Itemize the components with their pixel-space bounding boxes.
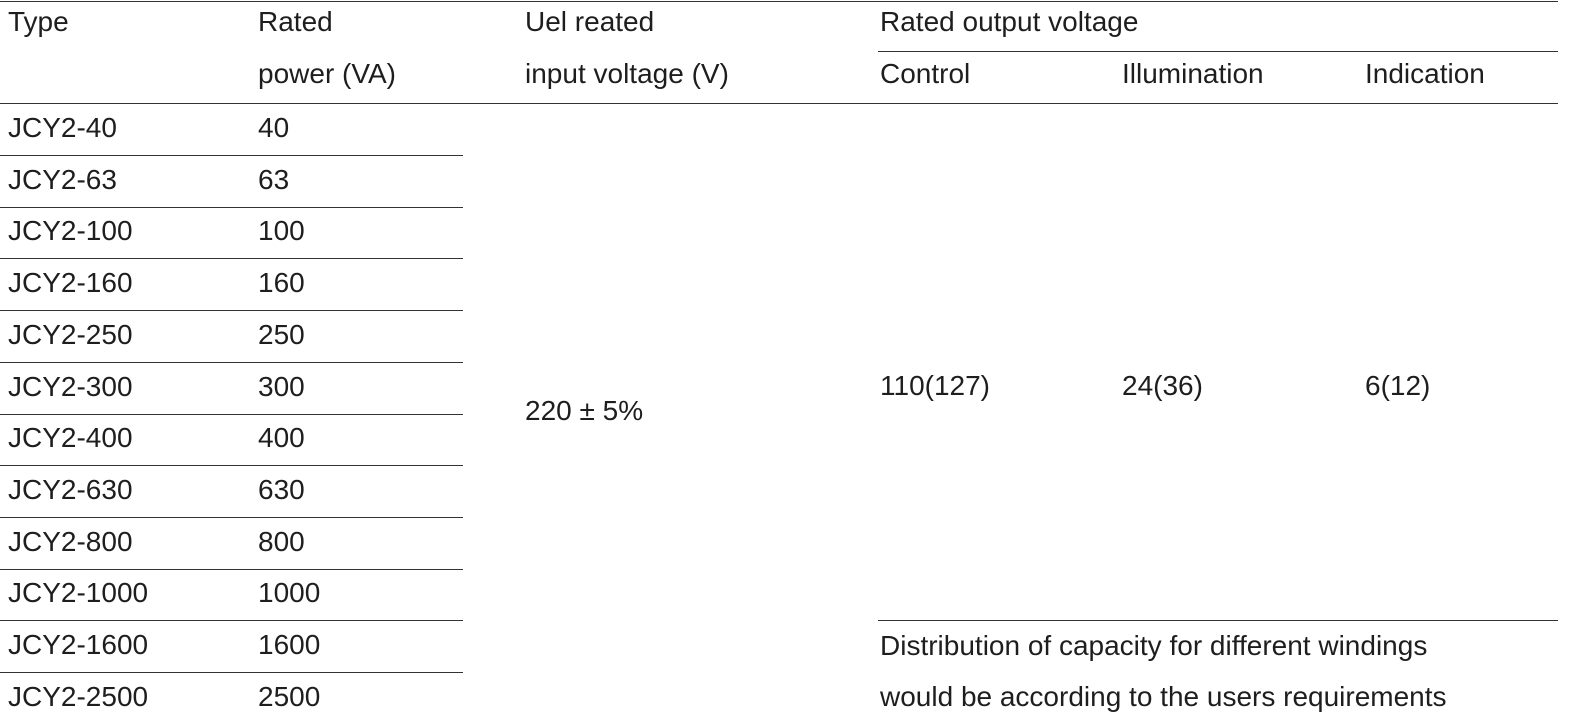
header-cell: Indication bbox=[1365, 58, 1485, 89]
rule bbox=[0, 414, 463, 415]
power-cell: 160 bbox=[258, 267, 305, 299]
power-cell: 100 bbox=[258, 215, 305, 247]
note-line: would be according to the users requirem… bbox=[880, 681, 1447, 712]
rule bbox=[0, 569, 463, 570]
type-cell: JCY2-400 bbox=[8, 422, 133, 454]
rule bbox=[0, 465, 463, 466]
note-line: Distribution of capacity for different w… bbox=[880, 630, 1428, 661]
header-cell: power (VA) bbox=[258, 58, 396, 89]
rule bbox=[0, 103, 1558, 104]
type-cell: JCY2-63 bbox=[8, 163, 117, 195]
rule bbox=[878, 51, 1558, 52]
power-cell: 400 bbox=[258, 422, 305, 454]
rule bbox=[0, 620, 463, 621]
output-cell: 110(127) bbox=[880, 370, 991, 401]
rule bbox=[0, 517, 463, 518]
output-cell: 24(36) bbox=[1122, 370, 1203, 401]
rule bbox=[0, 258, 463, 259]
rule bbox=[0, 362, 463, 363]
type-cell: JCY2-800 bbox=[8, 525, 133, 557]
power-cell: 800 bbox=[258, 525, 305, 557]
type-cell: JCY2-2500 bbox=[8, 680, 149, 712]
type-cell: JCY2-300 bbox=[8, 370, 133, 402]
header-cell: input voltage (V) bbox=[525, 58, 729, 89]
rule bbox=[0, 207, 463, 208]
rule bbox=[878, 620, 1558, 621]
power-cell: 250 bbox=[258, 318, 305, 350]
header-cell: Control bbox=[880, 58, 971, 89]
power-cell: 630 bbox=[258, 473, 305, 505]
type-cell: JCY2-630 bbox=[8, 473, 133, 505]
power-cell: 300 bbox=[258, 370, 305, 402]
power-cell: 1000 bbox=[258, 577, 321, 609]
power-cell: 40 bbox=[258, 112, 290, 143]
header-cell: Rated output voltage bbox=[880, 6, 1139, 37]
header-cell: Illumination bbox=[1122, 58, 1264, 89]
power-cell: 63 bbox=[258, 163, 290, 195]
type-cell: JCY2-250 bbox=[8, 318, 133, 350]
rule bbox=[0, 1, 1558, 2]
power-cell: 1600 bbox=[258, 629, 321, 660]
input-voltage-cell: 220 ± 5% bbox=[525, 395, 644, 426]
type-cell: JCY2-100 bbox=[8, 215, 133, 247]
type-cell: JCY2-160 bbox=[8, 267, 133, 299]
output-cell: 6(12) bbox=[1365, 370, 1431, 401]
type-cell: JCY2-1000 bbox=[8, 577, 149, 609]
rule bbox=[0, 310, 463, 311]
type-cell: JCY2-40 bbox=[8, 112, 117, 143]
power-cell: 2500 bbox=[258, 680, 321, 712]
rule bbox=[0, 672, 463, 673]
rule bbox=[0, 155, 463, 156]
header-cell: Type bbox=[8, 6, 69, 37]
type-cell: JCY2-1600 bbox=[8, 629, 149, 660]
header-cell: Uel reated bbox=[525, 6, 655, 37]
header-cell: Rated bbox=[258, 6, 333, 37]
